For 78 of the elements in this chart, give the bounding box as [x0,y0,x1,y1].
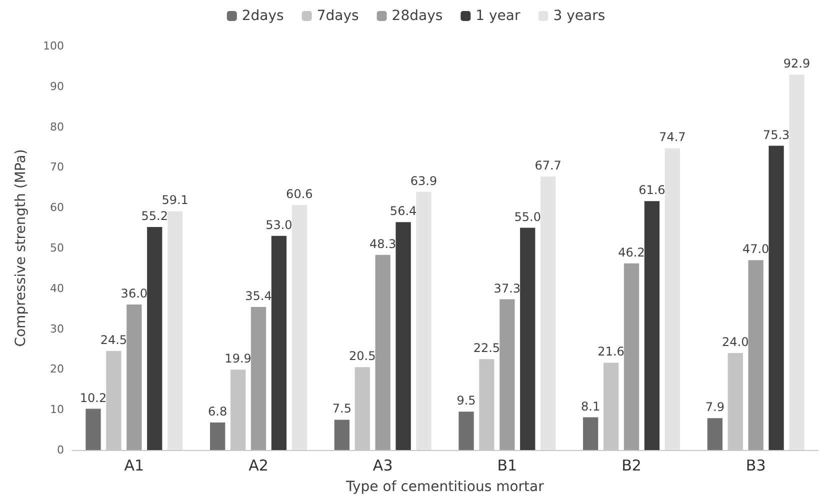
y-tick-label: 70 [50,160,64,174]
data-label: 10.2 [80,390,107,405]
data-label: 60.6 [286,187,313,202]
data-label: 20.5 [349,349,376,364]
x-tick-label: B3 [746,456,766,474]
y-tick-label: 50 [50,242,64,254]
bar [126,304,142,450]
data-label: 48.3 [369,236,396,251]
data-label: 24.5 [100,333,128,348]
bar [664,148,680,450]
bar [500,299,515,450]
y-axis-title: Compressive strength (MPa) [13,149,29,347]
x-axis-title: Type of cementitious mortar [345,479,544,495]
bar [168,211,183,450]
bar [271,236,287,450]
data-label: 46.2 [618,245,645,260]
bar [292,205,307,450]
x-tick-label: A2 [248,456,268,474]
data-label: 53.0 [266,218,292,232]
bar [520,228,536,450]
bar [540,176,556,450]
legend-label: 3 years [553,8,606,24]
bar [768,146,784,450]
data-label: 35.4 [245,288,272,303]
data-label: 7.9 [705,400,724,414]
bar [375,254,390,450]
bar [707,418,722,450]
bar [147,226,162,450]
x-tick-label: B1 [497,456,518,474]
bar [86,408,101,450]
data-label: 8.1 [581,399,600,414]
data-label: 21.6 [598,344,624,359]
bar [210,422,226,450]
data-label: 55.0 [514,210,541,224]
bar [396,222,411,450]
data-label: 19.9 [224,352,252,366]
bar [334,420,350,450]
y-tick-label: 10 [50,403,64,416]
data-label: 67.7 [534,158,562,172]
data-label: 75.3 [762,128,790,142]
y-tick-label: 40 [50,282,64,295]
legend-label: 7days [316,8,359,24]
y-tick-label: 60 [50,201,64,214]
y-tick-label: 20 [50,362,64,376]
data-label: 63.9 [410,174,438,188]
data-label: 47.0 [742,242,770,256]
data-label: 56.4 [390,204,417,218]
y-tick-label: 80 [50,120,64,134]
data-label: 55.2 [141,208,168,223]
data-label: 9.5 [456,394,476,408]
bar [458,412,474,450]
data-label: 22.5 [473,341,500,356]
bar [624,263,640,450]
data-label: 61.6 [638,183,666,198]
legend-label: 1 year [476,8,520,24]
bar [583,417,598,450]
bar [789,74,804,450]
legend-label: 28days [392,8,443,24]
x-tick-label: A3 [372,456,393,474]
data-label: 37.3 [494,281,521,296]
x-tick-label: B2 [622,456,642,474]
bar [416,192,432,450]
data-label: 6.8 [208,404,228,419]
data-label: 74.7 [659,130,686,144]
bar [748,260,764,450]
bar [250,306,266,450]
bar [644,201,660,450]
y-tick-label: 30 [50,322,64,336]
y-tick-label: 90 [50,80,64,93]
legend-label: 2days [242,8,284,24]
data-label: 92.9 [783,56,810,71]
data-label: 24.0 [722,335,749,350]
data-label: 59.1 [162,193,188,208]
data-label: 7.5 [332,402,352,416]
data-label: 36.0 [120,286,148,301]
y-tick-label: 100 [43,40,64,52]
x-tick-label: A1 [124,456,144,474]
y-tick-label: 0 [57,444,64,456]
